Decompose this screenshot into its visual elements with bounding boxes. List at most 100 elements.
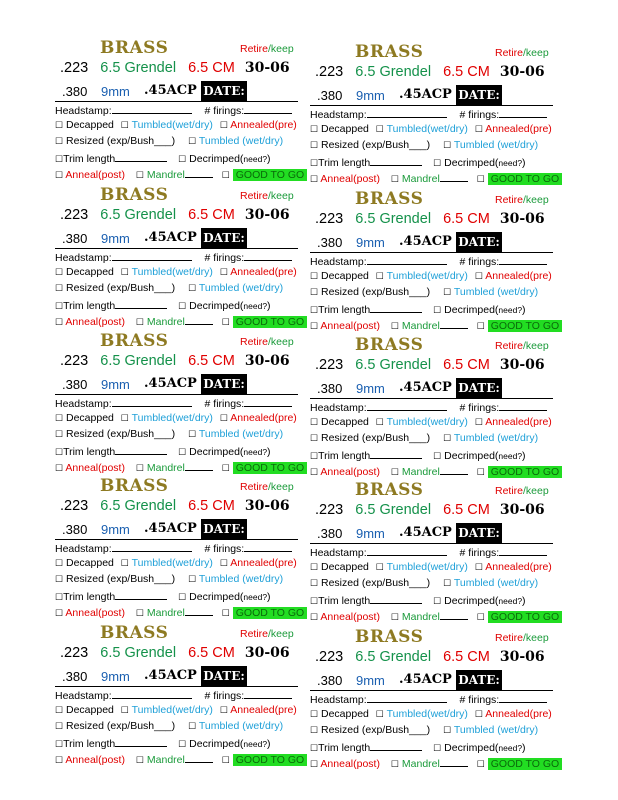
headstamp-blank[interactable] (111, 541, 192, 552)
trim-blank[interactable] (115, 298, 168, 309)
firings-blank[interactable] (499, 254, 548, 265)
checkbox-icon[interactable]: ☐ (120, 120, 129, 130)
checkbox-icon[interactable]: ☐ (375, 124, 384, 134)
checkbox-icon[interactable]: ☐ (476, 174, 485, 184)
checkbox-icon[interactable]: ☐ (55, 283, 64, 293)
firings-blank[interactable] (244, 396, 293, 407)
checkbox-icon[interactable]: ☐ (219, 558, 228, 568)
checkbox-icon[interactable]: ☐ (219, 705, 228, 715)
mandrel-blank[interactable] (439, 318, 468, 329)
checkbox-icon[interactable]: ☐ (310, 612, 319, 622)
firings-blank[interactable] (244, 541, 293, 552)
checkbox-icon[interactable]: ☐ (310, 562, 319, 572)
checkbox-icon[interactable]: ☐ (433, 743, 442, 753)
checkbox-icon[interactable]: ☐ (476, 612, 485, 622)
checkbox-icon[interactable]: ☐ (55, 608, 64, 618)
checkbox-icon[interactable]: ☐ (55, 429, 64, 439)
checkbox-icon[interactable]: ☐ (178, 592, 187, 602)
checkbox-icon[interactable]: ☐ (474, 417, 483, 427)
checkbox-icon[interactable]: ☐ (135, 755, 144, 765)
mandrel-blank[interactable] (439, 609, 468, 620)
mandrel-blank[interactable] (439, 171, 468, 182)
mandrel-blank[interactable] (184, 605, 213, 616)
trim-blank[interactable] (115, 589, 168, 600)
checkbox-icon[interactable]: ☐ (219, 267, 228, 277)
checkbox-icon[interactable]: ☐ (310, 287, 319, 297)
checkbox-icon[interactable]: ☐ (390, 174, 399, 184)
checkbox-icon[interactable]: ☐ (135, 463, 144, 473)
checkbox-icon[interactable]: ☐ (476, 759, 485, 769)
checkbox-icon[interactable]: ☐ (120, 558, 129, 568)
checkbox-icon[interactable]: ☐ (310, 305, 319, 315)
checkbox-icon[interactable]: ☐ (55, 592, 64, 602)
checkbox-icon[interactable]: ☐ (135, 170, 144, 180)
checkbox-icon[interactable]: ☐ (443, 287, 452, 297)
checkbox-icon[interactable]: ☐ (474, 271, 483, 281)
checkbox-icon[interactable]: ☐ (55, 574, 64, 584)
checkbox-icon[interactable]: ☐ (310, 433, 319, 443)
checkbox-icon[interactable]: ☐ (310, 271, 319, 281)
mandrel-blank[interactable] (184, 752, 213, 763)
trim-blank[interactable] (370, 448, 423, 459)
checkbox-icon[interactable]: ☐ (55, 301, 64, 311)
checkbox-icon[interactable]: ☐ (443, 725, 452, 735)
checkbox-icon[interactable]: ☐ (390, 321, 399, 331)
checkbox-icon[interactable]: ☐ (178, 447, 187, 457)
trim-blank[interactable] (370, 302, 423, 313)
checkbox-icon[interactable]: ☐ (55, 136, 64, 146)
checkbox-icon[interactable]: ☐ (55, 739, 64, 749)
checkbox-icon[interactable]: ☐ (310, 158, 319, 168)
headstamp-blank[interactable] (111, 103, 192, 114)
checkbox-icon[interactable]: ☐ (390, 467, 399, 477)
checkbox-icon[interactable]: ☐ (375, 271, 384, 281)
checkbox-icon[interactable]: ☐ (433, 451, 442, 461)
checkbox-icon[interactable]: ☐ (219, 120, 228, 130)
checkbox-icon[interactable]: ☐ (375, 709, 384, 719)
mandrel-blank[interactable] (184, 167, 213, 178)
checkbox-icon[interactable]: ☐ (188, 283, 197, 293)
checkbox-icon[interactable]: ☐ (433, 596, 442, 606)
checkbox-icon[interactable]: ☐ (433, 305, 442, 315)
checkbox-icon[interactable]: ☐ (443, 578, 452, 588)
checkbox-icon[interactable]: ☐ (120, 705, 129, 715)
headstamp-blank[interactable] (366, 254, 447, 265)
checkbox-icon[interactable]: ☐ (375, 417, 384, 427)
checkbox-icon[interactable]: ☐ (188, 721, 197, 731)
checkbox-icon[interactable]: ☐ (310, 759, 319, 769)
headstamp-blank[interactable] (366, 400, 447, 411)
checkbox-icon[interactable]: ☐ (178, 739, 187, 749)
checkbox-icon[interactable]: ☐ (390, 612, 399, 622)
headstamp-blank[interactable] (366, 692, 447, 703)
checkbox-icon[interactable]: ☐ (55, 463, 64, 473)
checkbox-icon[interactable]: ☐ (55, 721, 64, 731)
checkbox-icon[interactable]: ☐ (55, 705, 64, 715)
checkbox-icon[interactable]: ☐ (433, 158, 442, 168)
checkbox-icon[interactable]: ☐ (188, 136, 197, 146)
mandrel-blank[interactable] (184, 314, 213, 325)
firings-blank[interactable] (244, 250, 293, 261)
checkbox-icon[interactable]: ☐ (221, 755, 230, 765)
headstamp-blank[interactable] (111, 688, 192, 699)
headstamp-blank[interactable] (366, 107, 447, 118)
checkbox-icon[interactable]: ☐ (120, 413, 129, 423)
checkbox-icon[interactable]: ☐ (443, 140, 452, 150)
checkbox-icon[interactable]: ☐ (310, 321, 319, 331)
checkbox-icon[interactable]: ☐ (310, 174, 319, 184)
trim-blank[interactable] (115, 444, 168, 455)
checkbox-icon[interactable]: ☐ (55, 267, 64, 277)
checkbox-icon[interactable]: ☐ (390, 759, 399, 769)
checkbox-icon[interactable]: ☐ (55, 317, 64, 327)
checkbox-icon[interactable]: ☐ (219, 413, 228, 423)
mandrel-blank[interactable] (184, 460, 213, 471)
checkbox-icon[interactable]: ☐ (178, 154, 187, 164)
checkbox-icon[interactable]: ☐ (221, 608, 230, 618)
trim-blank[interactable] (370, 593, 423, 604)
checkbox-icon[interactable]: ☐ (188, 429, 197, 439)
checkbox-icon[interactable]: ☐ (310, 451, 319, 461)
checkbox-icon[interactable]: ☐ (55, 154, 64, 164)
checkbox-icon[interactable]: ☐ (310, 124, 319, 134)
checkbox-icon[interactable]: ☐ (55, 120, 64, 130)
firings-blank[interactable] (499, 692, 548, 703)
checkbox-icon[interactable]: ☐ (55, 447, 64, 457)
checkbox-icon[interactable]: ☐ (310, 467, 319, 477)
